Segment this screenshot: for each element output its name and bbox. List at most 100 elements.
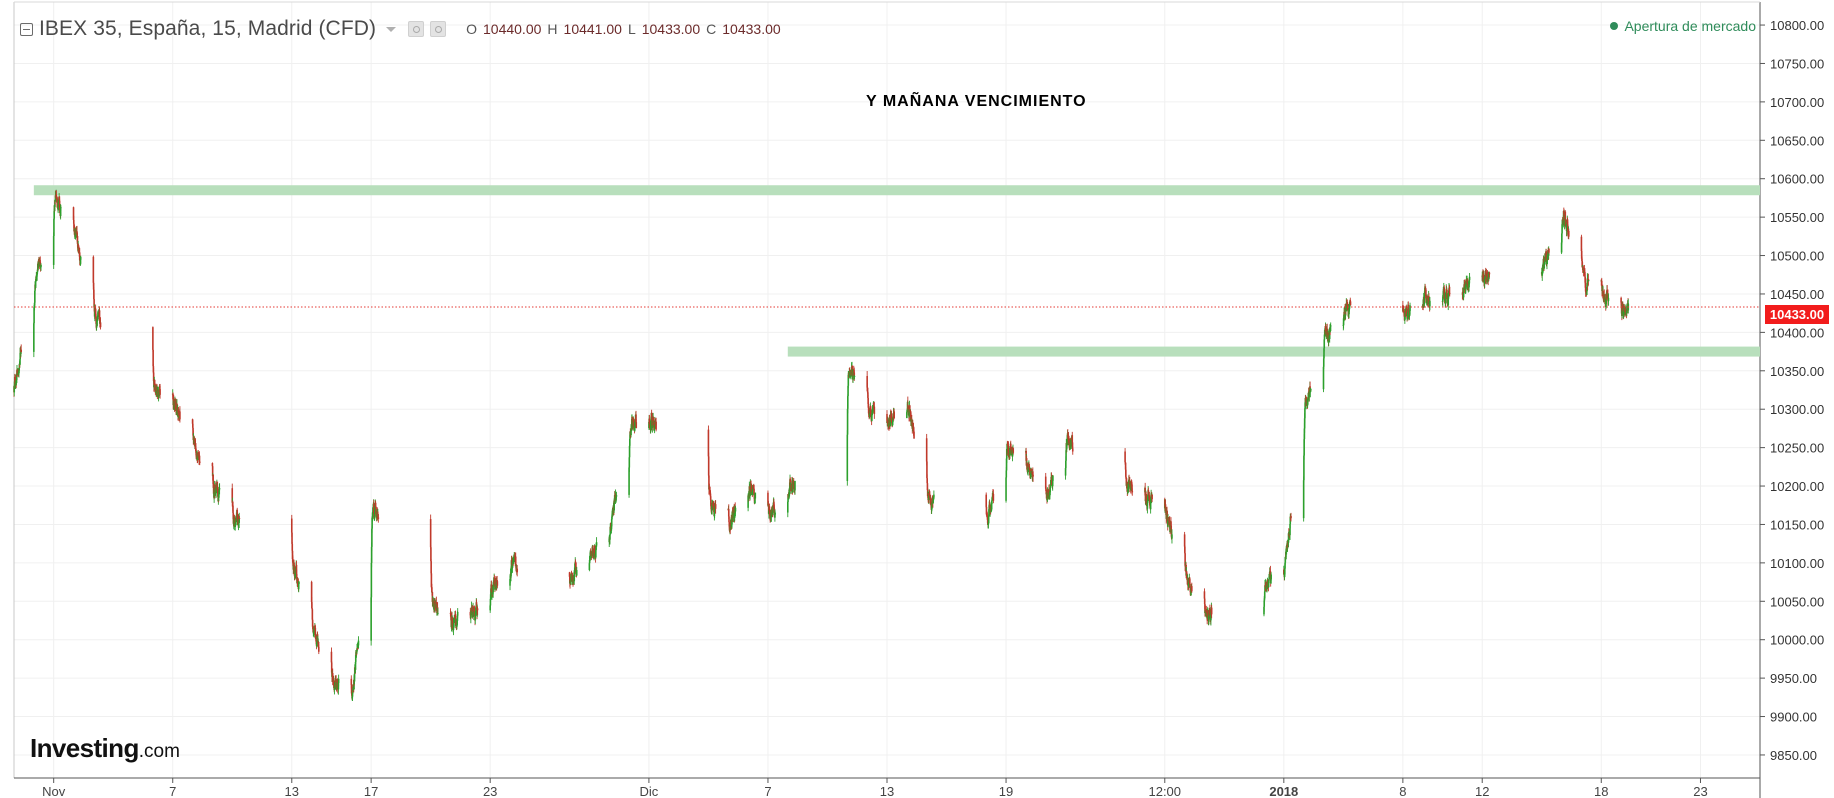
candle-body (846, 434, 849, 481)
candle-body (1620, 302, 1623, 308)
candle-body (866, 376, 868, 388)
candle-body (514, 556, 517, 564)
candle-body (1284, 562, 1286, 569)
candle-body (95, 318, 97, 324)
candle-body (867, 407, 870, 414)
candle-body (1425, 289, 1427, 298)
candle-body (1448, 286, 1451, 294)
candle-body (853, 376, 856, 377)
candle-body (1071, 442, 1074, 449)
candle-body (1005, 470, 1008, 478)
candle-body (615, 494, 618, 497)
candle-body (1446, 289, 1448, 298)
x-tick-label: 23 (483, 784, 497, 798)
candle-body (985, 506, 988, 515)
candle-body (1188, 583, 1190, 587)
symbol-title[interactable]: IBEX 35, España, 15, Madrid (CFD) (39, 17, 377, 40)
candle-body (152, 349, 154, 367)
candle-body (473, 607, 476, 612)
x-tick-label: 12:00 (1148, 784, 1181, 798)
candle-body (1146, 503, 1149, 509)
candle-body (628, 467, 630, 495)
candle-body (1349, 301, 1352, 306)
candle-body (1210, 607, 1213, 615)
candle-body (453, 618, 456, 623)
candle-body (589, 555, 591, 560)
candle-body (58, 200, 61, 208)
candle-body (53, 211, 55, 219)
candle-body (1267, 580, 1270, 588)
candle-body (1329, 325, 1332, 327)
status-dot-icon (1610, 22, 1619, 30)
candle-body (179, 411, 181, 420)
x-tick-label: 7 (169, 784, 176, 798)
candle-body (767, 504, 770, 507)
candle-body (1207, 610, 1209, 616)
candle-body (13, 386, 16, 393)
candle-body (568, 576, 571, 584)
candle-body (1270, 579, 1272, 584)
candle-body (871, 415, 873, 421)
candle-body (933, 494, 935, 498)
candle-body (846, 408, 849, 435)
candle-body (1125, 469, 1127, 477)
collapse-icon[interactable] (20, 22, 33, 36)
candle-body (92, 282, 95, 290)
candle-body (76, 236, 79, 244)
ohlc-high-label: H (547, 21, 558, 37)
candle-body (1580, 236, 1583, 252)
candle-body (1605, 297, 1608, 304)
candle-body (792, 484, 795, 488)
candle-body (1189, 587, 1192, 592)
candle-body (1049, 483, 1052, 488)
candle-body (33, 323, 35, 352)
candle-body (1186, 574, 1188, 581)
candle-body (1303, 439, 1305, 456)
candle-body (1441, 299, 1444, 302)
candle-body (1124, 462, 1127, 470)
candle-body (40, 264, 42, 267)
ohlc-open-label: O (466, 21, 477, 37)
x-axis: Nov 7 13 17 23 Dic 7 13 19 12:00 2018 8 12 18 23 (42, 778, 1708, 798)
candle-body (510, 566, 513, 574)
chevron-down-icon[interactable] (386, 26, 397, 32)
candle-body (310, 581, 313, 603)
ohlc-open-value: 10440.00 (483, 21, 542, 37)
logo-tld: .com (138, 741, 180, 762)
candle-body (1423, 291, 1426, 297)
candle-body (430, 561, 432, 574)
candle-body (1583, 269, 1586, 272)
y-tick-label: 10400.00 (1770, 325, 1824, 340)
grid (14, 2, 1760, 778)
candle-body (1149, 499, 1152, 510)
candle-body (650, 420, 652, 428)
candle-body (1028, 463, 1030, 469)
candlesticks (13, 189, 1630, 701)
candle-body (635, 414, 637, 423)
candle-body (790, 486, 793, 491)
candle-body (175, 401, 177, 410)
settings-icon[interactable] (408, 21, 425, 37)
y-tick-label: 10750.00 (1770, 56, 1824, 71)
candle-body (430, 547, 432, 562)
candle-body (728, 526, 731, 531)
candle-body (53, 218, 55, 237)
candle-body (452, 622, 455, 631)
candle-body (1264, 585, 1266, 592)
candle-body (1444, 299, 1447, 304)
candle-body (1203, 591, 1206, 599)
candle-body (60, 207, 62, 209)
market-status-label: Apertura de mercado (1624, 18, 1756, 34)
candle-body (1409, 305, 1411, 312)
candle-body (753, 493, 756, 499)
y-tick-label: 10200.00 (1770, 479, 1824, 494)
y-tick-label: 10500.00 (1770, 249, 1824, 264)
settings-alt-icon[interactable] (430, 21, 447, 37)
candle-body (211, 466, 214, 477)
candle-body (36, 272, 38, 281)
candle-body (925, 438, 928, 462)
support-resistance-zones (33, 185, 1760, 357)
candle-body (1191, 586, 1193, 592)
candle-body (575, 566, 578, 571)
